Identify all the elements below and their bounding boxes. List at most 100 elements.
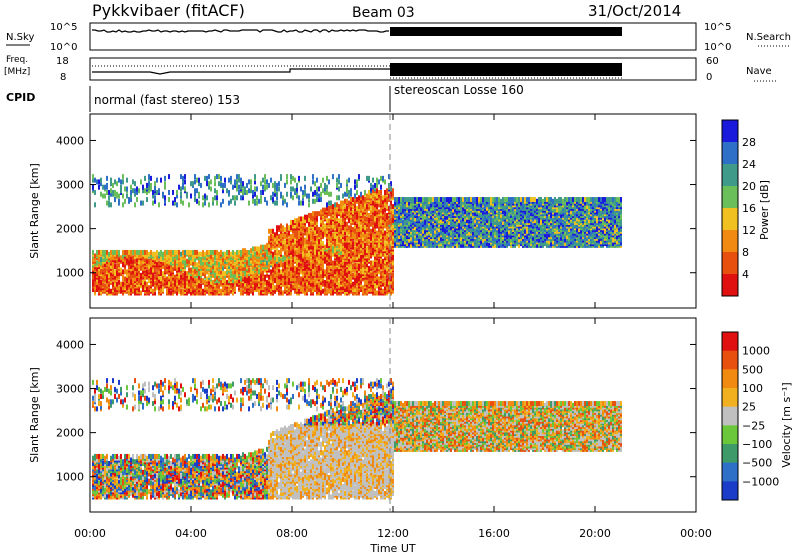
- power-cell: [316, 191, 318, 197]
- power-cell: [194, 188, 196, 194]
- power-cell: [328, 205, 330, 211]
- power-cell: [116, 281, 118, 287]
- power-cell: [204, 197, 206, 203]
- power-cell: [180, 257, 182, 262]
- power-cell: [236, 179, 238, 185]
- power-cell: [388, 272, 390, 278]
- power-cell: [292, 195, 294, 201]
- power-cell: [318, 186, 320, 192]
- power-cell: [232, 249, 234, 255]
- power-cell: [290, 290, 292, 296]
- power-cell: [204, 265, 206, 271]
- power-cell: [198, 271, 200, 277]
- power-cell: [338, 258, 340, 264]
- power-cell: [130, 193, 132, 199]
- power-cell: [190, 290, 192, 296]
- power-cell: [350, 188, 352, 194]
- power-cell: [98, 262, 100, 268]
- power-cell: [180, 281, 182, 287]
- power-cell: [122, 193, 124, 199]
- power-cell: [226, 249, 228, 255]
- power-cell: [206, 179, 208, 185]
- power-cell: [360, 264, 362, 270]
- power-cell: [206, 276, 208, 282]
- power-cell: [312, 237, 314, 243]
- power-cell: [262, 285, 264, 291]
- power-cell: [202, 249, 204, 255]
- power-cell: [216, 288, 218, 294]
- power-cell: [134, 258, 136, 264]
- power-cell: [410, 197, 412, 203]
- power-cell: [164, 198, 166, 204]
- power-cell: [294, 228, 296, 234]
- power-cell: [308, 251, 310, 257]
- power-cell: [364, 264, 366, 270]
- power-cell: [120, 184, 122, 190]
- power-cell: [320, 249, 322, 255]
- power-cell: [286, 271, 288, 277]
- power-cell: [264, 174, 266, 180]
- power-cell: [176, 278, 178, 284]
- power-cell: [256, 265, 258, 271]
- power-cell: [326, 269, 328, 275]
- power-cell: [378, 230, 380, 236]
- power-cell: [104, 255, 106, 261]
- power-cell: [388, 283, 390, 289]
- power-cell: [276, 265, 278, 271]
- power-cell: [92, 265, 94, 271]
- power-cell: [300, 253, 302, 259]
- power-cell: [378, 225, 380, 231]
- power-cell: [170, 279, 172, 285]
- power-cell: [314, 219, 316, 225]
- power-cell: [184, 174, 186, 180]
- power-cell: [364, 223, 366, 229]
- power-cell: [332, 264, 334, 270]
- power-cell: [284, 227, 286, 233]
- power-cell: [200, 283, 202, 289]
- power-cell: [330, 281, 332, 287]
- power-cell: [436, 197, 438, 203]
- power-cell: [326, 228, 328, 234]
- power-cell: [130, 189, 132, 195]
- power-cell: [342, 241, 344, 247]
- power-cell: [342, 212, 344, 218]
- power-cell: [314, 249, 316, 255]
- power-cell: [336, 223, 338, 229]
- power-cell: [358, 239, 360, 245]
- power-cell: [374, 281, 376, 287]
- power-cell: [212, 257, 214, 262]
- power-cell: [152, 272, 154, 278]
- power-cell: [112, 255, 114, 261]
- power-cell: [146, 249, 148, 255]
- power-cell: [340, 182, 342, 188]
- power-cell: [216, 249, 218, 255]
- power-cell: [366, 265, 368, 271]
- power-cell: [352, 227, 354, 233]
- power-cell: [298, 253, 300, 259]
- power-cell: [312, 225, 314, 231]
- power-cell: [356, 241, 358, 247]
- power-cell: [382, 218, 384, 224]
- power-cell: [362, 249, 364, 255]
- power-cell: [426, 197, 428, 203]
- power-cell: [392, 279, 394, 285]
- power-cell: [142, 262, 144, 268]
- power-cell: [338, 204, 340, 210]
- power-cell: [344, 235, 346, 241]
- power-cell: [204, 272, 206, 278]
- power-cell: [362, 235, 364, 241]
- power-cell: [154, 195, 156, 201]
- power-cell: [212, 272, 214, 278]
- power-cell: [230, 271, 232, 277]
- power-cell: [126, 272, 128, 278]
- power-cell: [350, 249, 352, 255]
- power-cell: [236, 182, 238, 188]
- power-cell: [180, 251, 182, 257]
- power-cell: [154, 274, 156, 280]
- power-cell: [236, 267, 238, 273]
- power-cell: [236, 174, 238, 180]
- power-cell: [248, 188, 250, 194]
- power-cell: [314, 198, 316, 204]
- power-cell: [214, 260, 216, 266]
- power-cell: [300, 216, 302, 222]
